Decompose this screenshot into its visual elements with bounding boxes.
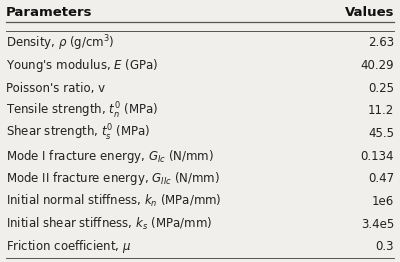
Text: Mode II fracture energy, $G_{IIc}$ (N/mm): Mode II fracture energy, $G_{IIc}$ (N/mm…: [6, 170, 220, 187]
Text: Density, $\rho$ (g/cm$^3$): Density, $\rho$ (g/cm$^3$): [6, 33, 114, 53]
Text: 0.134: 0.134: [360, 150, 394, 163]
Text: Poisson's ratio, v: Poisson's ratio, v: [6, 81, 105, 95]
Text: Mode I fracture energy, $G_{Ic}$ (N/mm): Mode I fracture energy, $G_{Ic}$ (N/mm): [6, 148, 214, 165]
Text: 3.4e5: 3.4e5: [361, 217, 394, 231]
Text: 45.5: 45.5: [368, 127, 394, 140]
Text: 1e6: 1e6: [372, 195, 394, 208]
Text: 0.47: 0.47: [368, 172, 394, 185]
Text: Friction coefficient, $\mu$: Friction coefficient, $\mu$: [6, 238, 132, 255]
Text: Shear strength, $t^0_s$ (MPa): Shear strength, $t^0_s$ (MPa): [6, 123, 150, 144]
Text: Initial shear stiffness, $k_s$ (MPa/mm): Initial shear stiffness, $k_s$ (MPa/mm): [6, 216, 212, 232]
Text: Tensile strength, $t^0_n$ (MPa): Tensile strength, $t^0_n$ (MPa): [6, 101, 158, 121]
Text: Values: Values: [344, 6, 394, 19]
Text: 2.63: 2.63: [368, 36, 394, 49]
Text: Parameters: Parameters: [6, 6, 92, 19]
Text: 11.2: 11.2: [368, 104, 394, 117]
Text: Initial normal stiffness, $k_n$ (MPa/mm): Initial normal stiffness, $k_n$ (MPa/mm): [6, 193, 222, 209]
Text: Young's modulus, $E$ (GPa): Young's modulus, $E$ (GPa): [6, 57, 158, 74]
Text: 0.25: 0.25: [368, 81, 394, 95]
Text: 0.3: 0.3: [376, 240, 394, 253]
Text: 40.29: 40.29: [360, 59, 394, 72]
